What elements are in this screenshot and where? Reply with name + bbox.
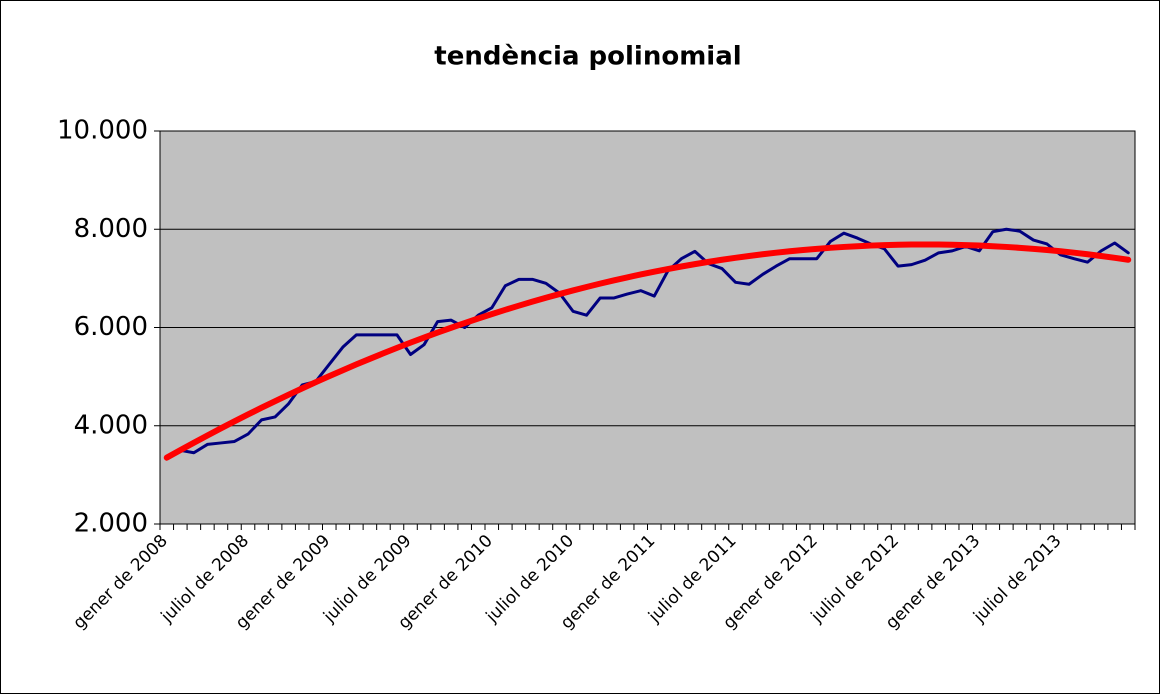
chart-title: tendència polinomial bbox=[434, 42, 741, 72]
y-tick-label: 4.000 bbox=[74, 410, 148, 440]
y-tick-label: 10.000 bbox=[57, 116, 148, 146]
data-line bbox=[163, 241, 1132, 461]
y-tick-label: 8.000 bbox=[74, 214, 148, 244]
y-tick-label: 6.000 bbox=[74, 312, 148, 342]
y-tick-label: 2.000 bbox=[74, 509, 148, 539]
